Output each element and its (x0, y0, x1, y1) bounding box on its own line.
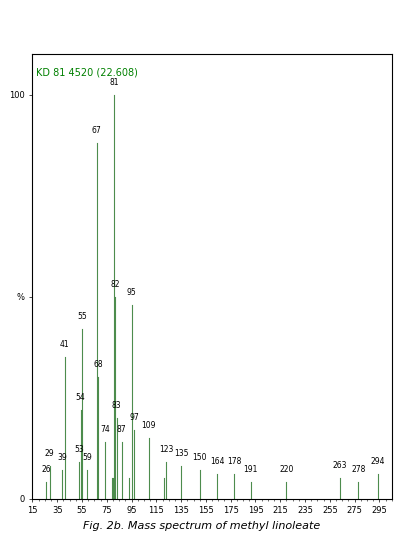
Text: 135: 135 (174, 449, 188, 458)
Text: 150: 150 (192, 453, 207, 462)
Text: 95: 95 (126, 288, 137, 296)
Text: Fig. 2b. Mass spectrum of methyl linoleate: Fig. 2b. Mass spectrum of methyl linolea… (83, 521, 321, 531)
Text: 164: 164 (210, 457, 224, 466)
Text: 278: 278 (351, 466, 366, 474)
Text: 67: 67 (92, 126, 102, 135)
Text: 26: 26 (41, 466, 51, 474)
Text: 41: 41 (60, 340, 69, 349)
Text: 68: 68 (93, 360, 103, 369)
Text: 97: 97 (129, 413, 139, 422)
Text: 123: 123 (159, 445, 173, 454)
Text: 83: 83 (112, 401, 122, 410)
Text: 87: 87 (117, 425, 126, 434)
Text: 39: 39 (57, 453, 67, 462)
Text: 54: 54 (76, 392, 86, 402)
Text: 191: 191 (243, 466, 258, 474)
Text: 109: 109 (142, 421, 156, 430)
Text: 53: 53 (75, 445, 84, 454)
Text: 294: 294 (371, 457, 385, 466)
Text: 59: 59 (82, 453, 92, 462)
Text: 263: 263 (332, 461, 347, 470)
Text: 220: 220 (279, 466, 294, 474)
Text: 178: 178 (227, 457, 242, 466)
Text: 74: 74 (101, 425, 110, 434)
Text: 29: 29 (45, 449, 55, 458)
Text: 82: 82 (111, 280, 120, 288)
Text: 81: 81 (109, 78, 119, 87)
Text: KD 81 4520 (22.608): KD 81 4520 (22.608) (36, 68, 138, 78)
Text: 55: 55 (77, 312, 87, 321)
